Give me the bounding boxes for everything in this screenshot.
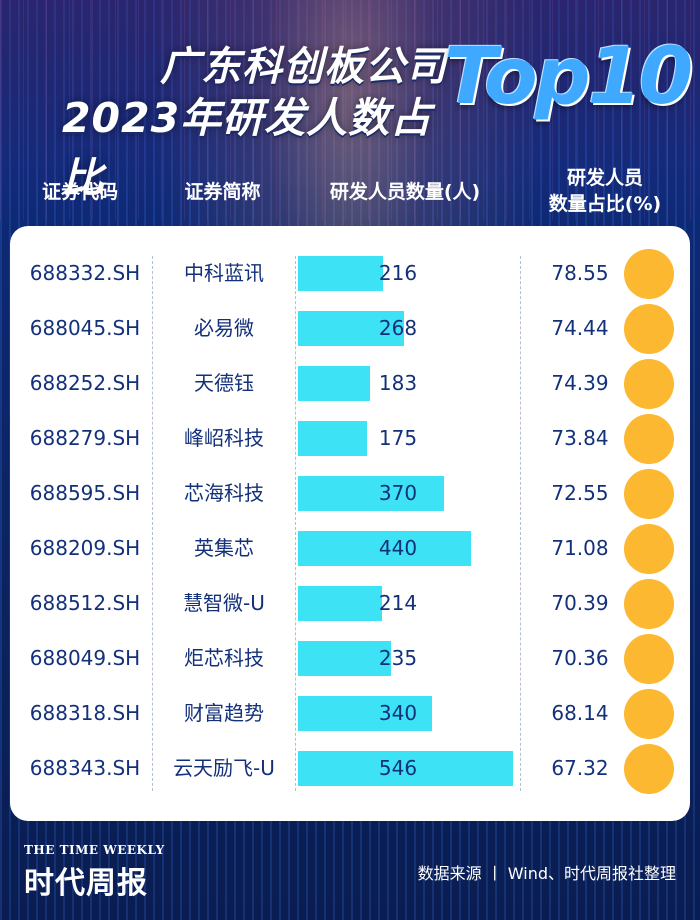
count-bar — [298, 531, 471, 566]
ratio-value: 70.39 — [551, 591, 609, 615]
count-bar — [298, 641, 391, 676]
header-count: 研发人员数量(人) — [329, 181, 481, 203]
ratio-dot — [624, 414, 674, 464]
column-divider — [520, 256, 521, 791]
ratio-dot — [624, 689, 674, 739]
title-line-2: 2023年研发人数占比 — [62, 94, 433, 202]
security-code: 688318.SH — [29, 701, 141, 725]
ratio-dot — [624, 744, 674, 794]
count-value: 214 — [378, 591, 418, 615]
count-bar — [298, 311, 404, 346]
top10-badge: Top10 — [444, 32, 693, 122]
table-row: 688318.SH 财富趋势 340 68.14 — [10, 686, 690, 741]
brand-english: THE TIME WEEKLY — [24, 843, 165, 857]
header-ratio-line1: 研发人员 — [566, 167, 643, 189]
security-code: 688045.SH — [29, 316, 141, 340]
table-row: 688252.SH 天德钰 183 74.39 — [10, 356, 690, 411]
security-name: 炬芯科技 — [184, 646, 264, 670]
column-divider — [295, 256, 296, 791]
ratio-value: 67.32 — [551, 756, 609, 780]
security-name: 中科蓝讯 — [184, 261, 264, 285]
header-name: 证券简称 — [184, 181, 261, 203]
security-code: 688279.SH — [29, 426, 141, 450]
count-bar — [298, 476, 444, 511]
security-name: 财富趋势 — [184, 701, 264, 725]
count-value: 546 — [378, 756, 418, 780]
security-name: 云天励飞-U — [173, 756, 275, 780]
ratio-value: 74.39 — [551, 371, 609, 395]
table-row: 688209.SH 英集芯 440 71.08 — [10, 521, 690, 576]
ratio-dot — [624, 634, 674, 684]
security-code: 688595.SH — [29, 481, 141, 505]
table-row: 688045.SH 必易微 268 74.44 — [10, 301, 690, 356]
background-glow — [0, 0, 700, 220]
header-ratio-line2: 数量占比(%) — [548, 193, 662, 215]
ratio-value: 73.84 — [551, 426, 609, 450]
ratio-value: 68.14 — [551, 701, 609, 725]
security-code: 688252.SH — [29, 371, 141, 395]
ratio-value: 70.36 — [551, 646, 609, 670]
table-row: 688512.SH 慧智微-U 214 70.39 — [10, 576, 690, 631]
count-bar — [298, 586, 382, 621]
column-divider — [152, 256, 153, 791]
ratio-value: 71.08 — [551, 536, 609, 560]
security-code: 688512.SH — [29, 591, 141, 615]
count-value: 370 — [378, 481, 418, 505]
security-name: 英集芯 — [194, 536, 254, 560]
ratio-dot — [624, 359, 674, 409]
count-value: 235 — [378, 646, 418, 670]
security-name: 慧智微-U — [183, 591, 265, 615]
count-bar — [298, 421, 367, 456]
header-code: 证券代码 — [41, 181, 118, 203]
count-bar — [298, 366, 370, 401]
table-row: 688279.SH 峰岹科技 175 73.84 — [10, 411, 690, 466]
ratio-dot — [624, 304, 674, 354]
security-name: 天德钰 — [194, 371, 254, 395]
count-value: 183 — [378, 371, 418, 395]
security-name: 必易微 — [194, 316, 254, 340]
ratio-dot — [624, 579, 674, 629]
security-name: 峰岹科技 — [184, 426, 264, 450]
count-value: 268 — [378, 316, 418, 340]
ratio-dot — [624, 249, 674, 299]
ratio-value: 74.44 — [551, 316, 609, 340]
ratio-value: 78.55 — [551, 261, 609, 285]
count-value: 440 — [378, 536, 418, 560]
ratio-dot — [624, 469, 674, 519]
table-header: 证券代码 证券简称 研发人员数量(人) 研发人员 数量占比(%) — [10, 160, 690, 226]
count-value: 216 — [378, 261, 418, 285]
data-source: 数据来源 丨 Wind、时代周报社整理 — [417, 864, 676, 883]
security-code: 688343.SH — [29, 756, 141, 780]
ratio-value: 72.55 — [551, 481, 609, 505]
table-row: 688343.SH 云天励飞-U 546 67.32 — [10, 741, 690, 796]
title-line-1: 广东科创板公司 — [160, 44, 447, 90]
security-name: 芯海科技 — [184, 481, 264, 505]
count-bar — [298, 256, 383, 291]
security-code: 688209.SH — [29, 536, 141, 560]
brand-logo: 时代周报 — [24, 866, 148, 901]
table-row: 688049.SH 炬芯科技 235 70.36 — [10, 631, 690, 686]
table-row: 688332.SH 中科蓝讯 216 78.55 — [10, 246, 690, 301]
security-code: 688332.SH — [29, 261, 141, 285]
table-card: 688332.SH 中科蓝讯 216 78.55 688045.SH 必易微 268 74.4… — [10, 226, 690, 821]
security-code: 688049.SH — [29, 646, 141, 670]
count-bar — [298, 696, 432, 731]
count-value: 175 — [378, 426, 418, 450]
count-value: 340 — [378, 701, 418, 725]
table-row: 688595.SH 芯海科技 370 72.55 — [10, 466, 690, 521]
count-bar — [298, 751, 513, 786]
ratio-dot — [624, 524, 674, 574]
